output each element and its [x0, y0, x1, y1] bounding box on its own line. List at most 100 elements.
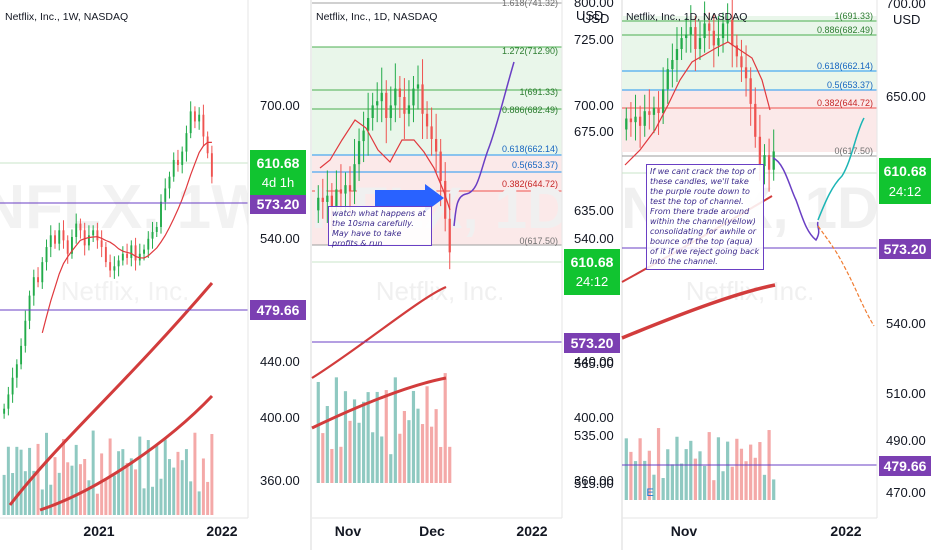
candle-body: [15, 364, 18, 378]
volume-bar: [647, 450, 651, 500]
volume-bar: [352, 399, 357, 483]
volume-bar: [670, 464, 674, 500]
candle-body: [117, 260, 120, 267]
daily-b-fib-label-1: 1(691.33): [834, 11, 873, 21]
candle-body: [444, 180, 447, 219]
candle-body: [717, 38, 720, 46]
daily-a-x-tick-nov: Nov: [335, 523, 362, 539]
daily-b-price-countdown: 24:12: [889, 184, 922, 199]
volume-bar: [134, 469, 138, 515]
daily-b-left-tick-635: 635.00: [574, 203, 614, 218]
candle-body: [740, 56, 743, 68]
candle-body: [712, 30, 715, 46]
daily-b-note: If we cant crack the top of these candle…: [646, 164, 764, 270]
volume-bar: [83, 458, 87, 515]
candle-body: [96, 230, 99, 241]
candle-body: [353, 164, 356, 192]
candle-body: [7, 394, 10, 409]
candle-body: [671, 60, 674, 70]
candle-body: [394, 88, 397, 106]
candle-body: [3, 408, 6, 414]
volume-bar: [656, 428, 661, 500]
volume-bar: [167, 459, 171, 515]
volume-bar: [36, 443, 40, 515]
volume-bar: [49, 484, 53, 515]
daily-a-fib-label-05: 0.5(653.37): [512, 160, 558, 170]
daily-a-fib-label-0886: 0.886(682.49): [502, 105, 558, 115]
volume-bar: [661, 478, 665, 500]
candle-body: [763, 155, 766, 167]
candle-body: [41, 262, 44, 283]
candle-body: [625, 118, 628, 130]
candle-body: [181, 151, 184, 165]
daily-a-projected-route: [453, 61, 515, 227]
volume-bar: [172, 467, 176, 515]
volume-bar: [721, 471, 725, 500]
volume-bar: [189, 481, 193, 515]
candle-body: [126, 253, 129, 258]
candle-body: [335, 189, 338, 207]
volume-bar: [758, 442, 762, 500]
candle-body: [412, 88, 415, 106]
daily-b-candles: [625, 0, 775, 192]
daily-b-left-tick-725: 725.00: [574, 32, 614, 47]
candle-body: [326, 195, 329, 202]
candle-body: [202, 114, 205, 137]
candle-body: [367, 117, 370, 131]
candle-body: [339, 189, 343, 194]
volume-bar: [146, 440, 150, 515]
candle-body: [66, 240, 69, 254]
volume-bar: [32, 470, 36, 515]
daily-b-fib-label-0382: 0.382(644.72): [817, 98, 873, 108]
candle-body: [317, 197, 320, 211]
volume-bar: [730, 466, 734, 500]
candle-body: [113, 266, 116, 271]
weekly-moving-average-2: [39, 394, 214, 512]
daily-b-aqua-route: [817, 117, 865, 221]
weekly-y-tick-360: 360.00: [260, 473, 300, 488]
candle-body: [138, 253, 141, 261]
daily-a-fib-label-0382: 0.382(644.72): [502, 179, 558, 189]
candle-body: [100, 240, 103, 248]
candle-body: [58, 230, 61, 244]
volume-bar: [53, 457, 57, 515]
candle-body: [389, 105, 392, 118]
weekly-watermark-sub: Netflix, Inc.: [61, 276, 190, 306]
volume-bar: [366, 392, 370, 483]
volume-bar: [193, 432, 197, 515]
volume-bar: [375, 391, 379, 483]
daily-b-currency: USD: [582, 11, 609, 26]
candle-body: [657, 107, 660, 114]
daily-a-fib-label-0618: 0.618(662.14): [502, 144, 558, 154]
weekly-level-label-479: 479.66: [257, 302, 300, 318]
daily-b-chart-title: Netflix, Inc., 1D, NASDAQ: [626, 11, 747, 23]
candle-body: [32, 277, 35, 296]
volume-bar: [15, 446, 19, 515]
candle-body: [648, 111, 651, 115]
volume-bar: [23, 471, 27, 515]
volume-bar: [707, 432, 711, 500]
daily-a-level-badge-573: [564, 333, 620, 353]
candle-body: [54, 235, 56, 244]
daily-b-level-badge-573: [879, 239, 931, 259]
volume-bar: [402, 411, 406, 483]
daily-b-price-badge: [879, 158, 931, 204]
candle-body: [754, 103, 757, 137]
candle-body: [767, 155, 771, 170]
volume-bar: [343, 391, 348, 483]
candle-body: [421, 84, 424, 114]
volume-bar: [693, 458, 698, 500]
candle-body: [721, 23, 725, 39]
candle-body: [49, 235, 52, 248]
daily-b-left-tick-565: 565.00: [574, 356, 614, 371]
volume-bar: [689, 440, 693, 500]
daily-a-x-tick-dec: Dec: [419, 523, 445, 539]
volume-bar: [624, 438, 628, 500]
volume-bar: [57, 472, 61, 515]
candle-body: [439, 151, 442, 181]
candle-body: [28, 295, 31, 321]
daily-b-right-tick-470: 470.00: [886, 485, 926, 500]
volume-bar: [201, 458, 205, 515]
candle-body: [143, 249, 145, 254]
candle-body: [371, 105, 374, 118]
